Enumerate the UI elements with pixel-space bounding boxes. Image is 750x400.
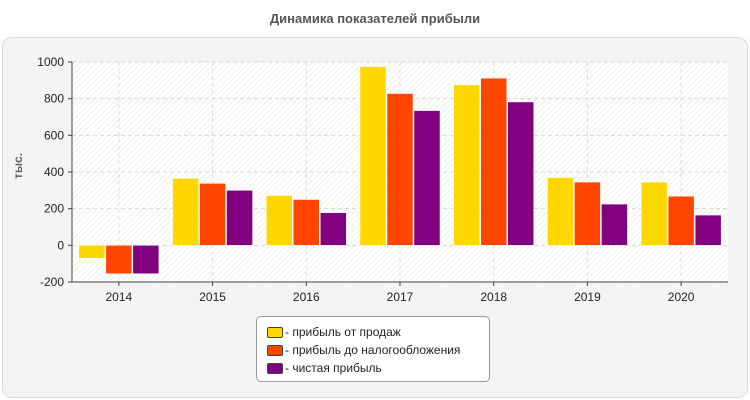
x-tick-label: 2019 <box>574 290 601 304</box>
bars <box>78 66 722 274</box>
x-tick-label: 2020 <box>668 290 695 304</box>
bar <box>507 101 534 246</box>
x-tick-label: 2014 <box>106 290 133 304</box>
y-tick-label: -200 <box>40 275 64 289</box>
bar <box>226 190 253 246</box>
bar <box>413 110 441 246</box>
bar <box>667 195 695 246</box>
y-tick-label: 800 <box>44 92 64 106</box>
legend: - прибыль от продаж - прибыль до налогоо… <box>256 316 490 382</box>
bar <box>480 77 507 246</box>
bar <box>199 183 226 246</box>
legend-swatch-sales-profit <box>267 326 283 338</box>
x-tick-labels: 2014 2015 2016 2017 2018 2019 2020 <box>106 290 695 304</box>
bar <box>172 178 199 246</box>
bar <box>547 177 574 246</box>
chart-title: Динамика показателей прибыли <box>269 11 481 26</box>
bar <box>453 84 480 246</box>
bar <box>78 245 106 259</box>
x-tick-label: 2016 <box>293 290 320 304</box>
bar <box>640 181 668 246</box>
legend-item: - чистая прибыль <box>267 359 489 377</box>
bar <box>293 199 320 246</box>
x-tick-label: 2018 <box>480 290 507 304</box>
bar <box>694 214 722 246</box>
legend-label: - чистая прибыль <box>285 361 382 375</box>
y-tick-label: 200 <box>44 202 64 216</box>
bar <box>386 93 414 246</box>
legend-label: - прибыль от продаж <box>285 325 401 339</box>
legend-swatch-net-profit <box>267 362 283 374</box>
legend-swatch-pretax-profit <box>267 344 283 356</box>
bar <box>574 181 601 246</box>
legend-item: - прибыль от продаж <box>267 323 489 341</box>
bar <box>359 66 387 246</box>
x-tick-label: 2015 <box>199 290 226 304</box>
y-tick-label: 0 <box>57 238 64 252</box>
legend-item: - прибыль до налогообложения <box>267 341 489 359</box>
y-tick-label: 1000 <box>37 55 64 69</box>
bar <box>266 195 293 246</box>
y-tick-label: 600 <box>44 128 64 142</box>
y-tick-label: 400 <box>44 165 64 179</box>
y-tick-labels: -200 0 200 400 600 800 1000 <box>37 55 64 289</box>
legend-label: - прибыль до налогообложения <box>285 343 461 357</box>
bar <box>601 203 628 246</box>
y-axis-label: тыс. <box>11 153 25 179</box>
x-tick-label: 2017 <box>387 290 414 304</box>
bar <box>320 212 347 246</box>
axes <box>68 61 728 286</box>
bar <box>105 245 133 274</box>
bar <box>132 245 160 274</box>
